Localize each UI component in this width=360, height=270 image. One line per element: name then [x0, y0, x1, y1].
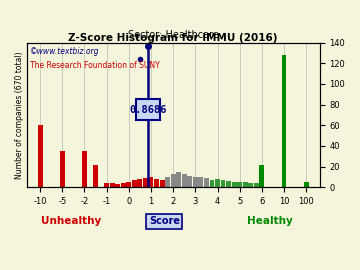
- Text: Healthy: Healthy: [247, 216, 293, 226]
- Y-axis label: Number of companies (670 total): Number of companies (670 total): [15, 51, 24, 179]
- Bar: [237, 182, 242, 187]
- Bar: [282, 55, 287, 187]
- Bar: [171, 174, 176, 187]
- Bar: [60, 151, 65, 187]
- Bar: [132, 180, 137, 187]
- Text: Unhealthy: Unhealthy: [41, 216, 101, 226]
- Bar: [187, 176, 192, 187]
- Bar: [38, 125, 42, 187]
- Bar: [82, 151, 87, 187]
- Title: Z-Score Histogram for IMMU (2016): Z-Score Histogram for IMMU (2016): [68, 33, 278, 43]
- Bar: [204, 178, 209, 187]
- Bar: [93, 164, 98, 187]
- Text: Score: Score: [149, 216, 180, 226]
- Bar: [126, 182, 131, 187]
- FancyBboxPatch shape: [136, 99, 160, 120]
- Bar: [104, 183, 109, 187]
- Bar: [304, 182, 309, 187]
- Bar: [149, 177, 153, 187]
- Bar: [226, 181, 231, 187]
- Bar: [210, 180, 215, 187]
- Text: The Research Foundation of SUNY: The Research Foundation of SUNY: [30, 62, 159, 70]
- Text: Sector: Healthcare: Sector: Healthcare: [128, 30, 219, 40]
- Bar: [121, 183, 126, 187]
- Bar: [115, 184, 120, 187]
- Bar: [243, 182, 248, 187]
- Bar: [248, 183, 253, 187]
- Bar: [232, 182, 237, 187]
- Bar: [215, 179, 220, 187]
- Bar: [165, 177, 170, 187]
- Bar: [198, 177, 203, 187]
- Bar: [110, 183, 114, 187]
- Text: 0.8686: 0.8686: [129, 105, 167, 115]
- Bar: [154, 179, 159, 187]
- Bar: [182, 174, 187, 187]
- Bar: [138, 179, 142, 187]
- Bar: [221, 180, 225, 187]
- Bar: [254, 183, 259, 187]
- Bar: [176, 172, 181, 187]
- Text: ©www.textbiz.org: ©www.textbiz.org: [30, 47, 99, 56]
- Bar: [193, 177, 198, 187]
- Bar: [143, 178, 148, 187]
- Bar: [159, 180, 165, 187]
- Bar: [260, 164, 264, 187]
